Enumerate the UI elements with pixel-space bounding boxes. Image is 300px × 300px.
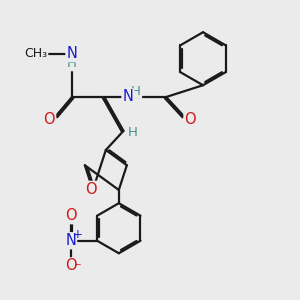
Text: ⁻: ⁻	[73, 261, 81, 276]
Text: H: H	[67, 57, 77, 70]
Text: O: O	[44, 112, 55, 127]
Text: O: O	[65, 258, 76, 273]
Text: O: O	[85, 182, 97, 197]
Text: N: N	[67, 46, 77, 61]
Text: O: O	[184, 112, 196, 127]
Text: N: N	[65, 233, 76, 248]
Text: H: H	[128, 126, 138, 139]
Text: H: H	[131, 85, 141, 98]
Text: O: O	[65, 208, 76, 223]
Text: CH₃: CH₃	[24, 47, 47, 60]
Text: +: +	[73, 228, 82, 241]
Text: N: N	[122, 89, 134, 104]
